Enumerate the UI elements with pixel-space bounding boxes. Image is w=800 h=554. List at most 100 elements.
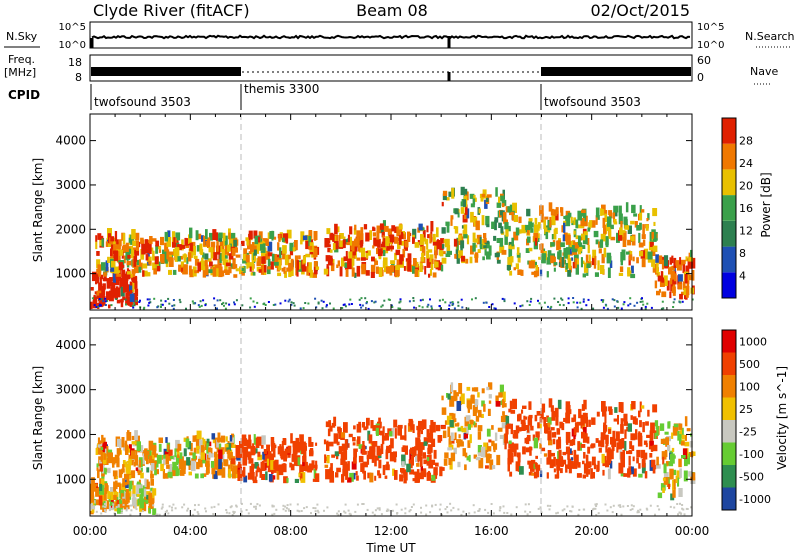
- velocity-echo-mark: [499, 434, 505, 439]
- cpid-segment-label-3: twofsound 3503: [544, 95, 641, 109]
- velocity-echo-mark: [621, 438, 625, 449]
- power-echo-mark: [273, 236, 277, 240]
- velocity-echo-mark: [256, 503, 259, 506]
- velocity-echo-mark: [464, 464, 467, 471]
- velocity-echo-mark: [602, 469, 605, 476]
- power-echo-mark: [106, 278, 111, 289]
- power-echo-mark: [582, 273, 586, 278]
- velocity-echo-mark: [210, 461, 215, 468]
- velocity-echo-mark: [385, 451, 389, 460]
- power-echo-mark: [509, 211, 513, 216]
- power-echo-mark: [110, 304, 113, 307]
- velocity-echo-mark: [142, 453, 146, 465]
- power-echo-mark: [96, 259, 101, 269]
- velocity-echo-mark: [353, 448, 357, 458]
- power-echo-mark: [441, 227, 446, 234]
- velocity-echo-mark: [519, 466, 524, 475]
- velocity-echo-mark: [301, 449, 305, 454]
- power-echo-mark: [583, 231, 588, 236]
- velocity-echo-mark: [104, 487, 108, 494]
- velocity-echo-mark: [291, 453, 296, 462]
- power-echo-mark: [122, 233, 126, 244]
- velocity-echo-mark: [146, 494, 149, 501]
- velocity-echo-mark: [549, 504, 552, 507]
- power-echo-mark: [100, 301, 105, 306]
- velocity-echo-mark: [96, 463, 99, 468]
- velocity-echo-mark: [362, 441, 365, 447]
- power-echo-mark: [614, 210, 618, 217]
- power-echo-mark: [300, 239, 303, 245]
- velocity-echo-mark: [465, 415, 471, 422]
- power-echo-mark: [586, 238, 590, 245]
- power-echo-mark: [189, 242, 193, 251]
- power-echo-mark: [660, 271, 663, 279]
- velocity-echo-mark: [230, 505, 233, 508]
- power-echo-mark: [469, 256, 473, 264]
- velocity-echo-mark: [243, 438, 248, 446]
- velocity-echo-mark: [409, 509, 412, 511]
- velocity-echo-mark: [374, 475, 377, 481]
- velocity-echo-mark: [570, 457, 574, 461]
- velocity-echo-mark: [140, 490, 144, 497]
- velocity-echo-mark: [679, 468, 682, 478]
- power-echo-mark: [336, 264, 339, 268]
- power-echo-mark: [118, 260, 121, 264]
- power-echo-mark: [454, 226, 459, 234]
- velocity-echo-mark: [417, 447, 422, 456]
- power-echo-mark: [91, 297, 94, 300]
- power-echo-mark: [204, 264, 209, 276]
- power-echo-mark: [338, 235, 341, 241]
- power-echo-mark: [380, 305, 383, 308]
- velocity-echo-mark: [434, 503, 437, 506]
- power-echo-mark: [132, 282, 135, 293]
- power-echo-mark: [507, 256, 513, 267]
- power-echo-mark: [249, 266, 252, 272]
- power-echo-mark: [485, 301, 488, 304]
- velocity-echo-mark: [225, 511, 228, 514]
- velocity-echo-mark: [629, 441, 633, 449]
- power-echo-mark: [325, 304, 328, 307]
- velocity-echo-mark: [172, 503, 175, 506]
- power-echo-mark: [440, 238, 445, 244]
- power-echo-mark: [451, 187, 455, 199]
- velocity-echo-mark: [378, 508, 381, 511]
- velocity-echo-mark: [477, 445, 482, 455]
- power-echo-mark: [233, 303, 236, 306]
- power-echo-mark: [290, 303, 293, 306]
- velocity-echo-mark: [118, 469, 123, 478]
- power-echo-mark: [149, 243, 152, 254]
- velocity-echo-mark: [366, 508, 369, 511]
- velocity-echo-mark: [282, 504, 285, 507]
- velocity-echo-mark: [652, 464, 656, 469]
- power-echo-mark: [622, 236, 627, 247]
- velocity-echo-mark: [131, 441, 137, 445]
- power-echo-mark: [102, 300, 105, 303]
- power-echo-mark: [541, 253, 547, 258]
- velocity-echo-mark: [577, 441, 581, 451]
- velocity-echo-mark: [115, 506, 118, 508]
- velocity-echo-mark: [302, 462, 305, 467]
- x-tick-label: 04:00: [173, 524, 208, 538]
- power-echo-mark: [320, 299, 323, 302]
- power-echo-mark: [249, 297, 252, 300]
- velocity-echo-mark: [686, 428, 691, 432]
- velocity-echo-mark: [174, 507, 177, 510]
- velocity-echo-mark: [110, 487, 115, 493]
- power-echo-mark: [551, 214, 556, 224]
- power-echo-mark: [407, 231, 411, 242]
- velocity-echo-mark: [548, 439, 553, 446]
- velocity-echo-mark: [450, 452, 456, 462]
- velocity-echo-mark: [528, 414, 533, 419]
- power-echo-mark: [474, 297, 477, 300]
- velocity-echo-mark: [177, 454, 180, 458]
- velocity-echo-mark: [664, 431, 669, 435]
- power-echo-mark: [550, 305, 553, 308]
- power-echo-mark: [349, 236, 352, 246]
- power-echo-mark: [385, 266, 390, 274]
- power-echo-mark: [228, 232, 231, 240]
- power-echo-mark: [530, 228, 534, 233]
- velocity-echo-mark: [680, 441, 685, 446]
- power-echo-mark: [586, 263, 591, 268]
- velocity-echo-mark: [122, 498, 126, 508]
- power-echo-mark: [343, 256, 348, 262]
